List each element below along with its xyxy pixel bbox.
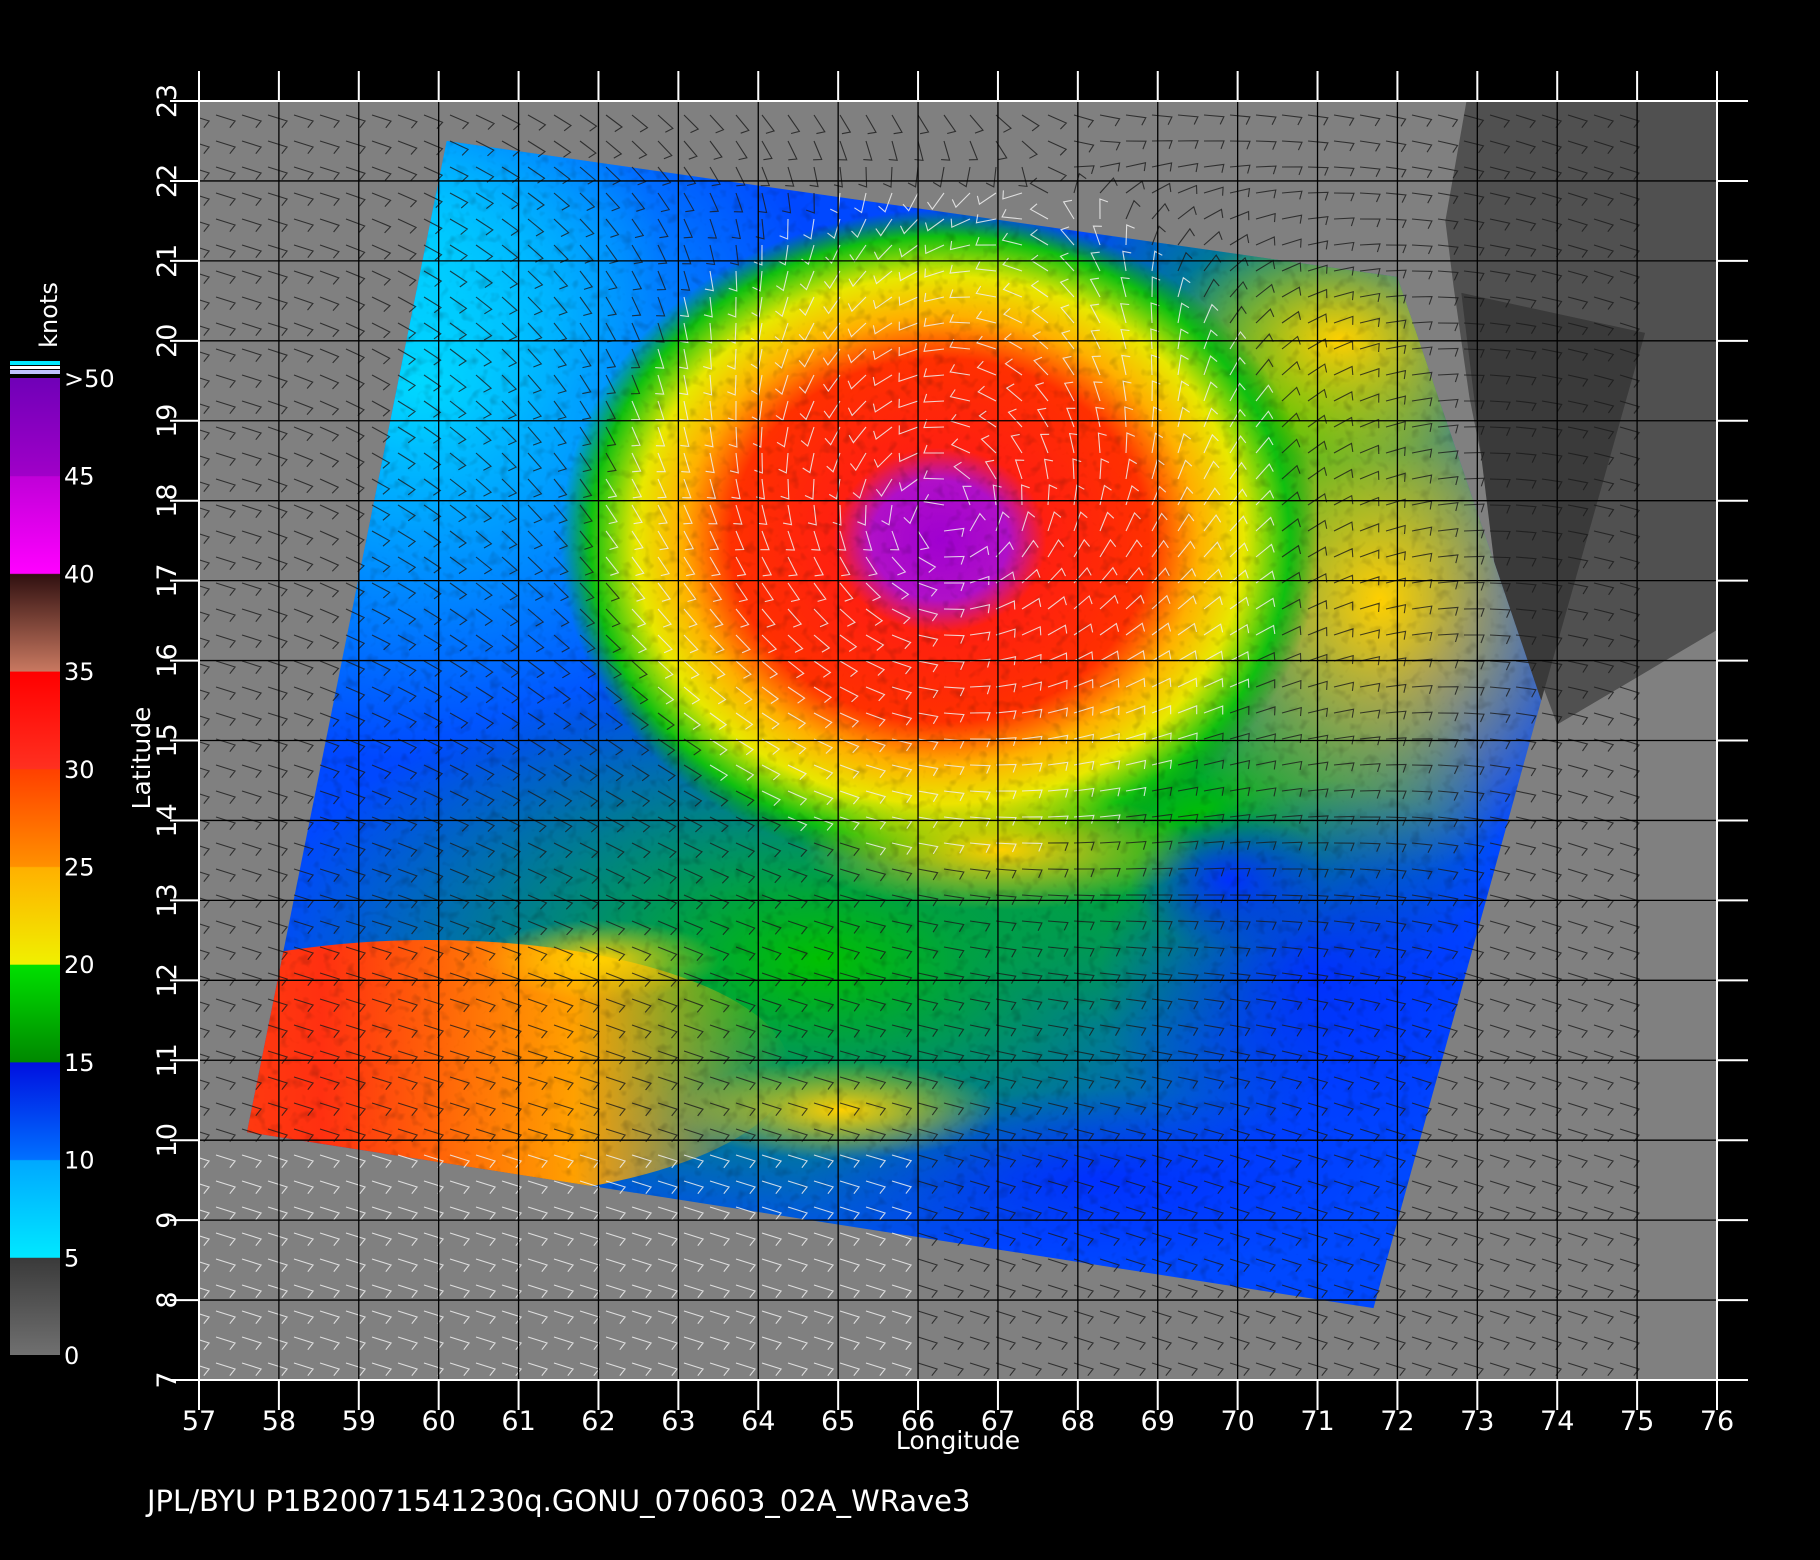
y-tick-label: 12 (152, 963, 183, 997)
x-tick-label: 61 (501, 1406, 535, 1437)
y-tick-label: 23 (152, 84, 183, 118)
y-axis-ticks: 7 8 9 10 11 12 13 14 15 16 17 18 19 20 21 22 23 (152, 84, 1748, 1389)
x-axis-title: Longitude (896, 1426, 1020, 1455)
x-axis-ticks: 57 58 59 60 61 62 63 64 65 66 67 68 69 70 71 72 73 74 75 76 (182, 71, 1734, 1437)
x-tick-label: 74 (1540, 1406, 1574, 1437)
x-tick-label: 76 (1700, 1406, 1734, 1437)
colorbar-tick-label: 40 (64, 560, 95, 588)
footer-caption: JPL/BYU P1B20071541230q.GONU_070603_02A_… (145, 1484, 970, 1518)
x-tick-label: 70 (1220, 1406, 1254, 1437)
colorbar-tick-label: 35 (64, 658, 95, 686)
colorbar: >50 45 40 35 30 25 20 15 10 5 0 knots (10, 282, 115, 1370)
x-tick-label: 66 (901, 1406, 935, 1437)
x-tick-label: 65 (821, 1406, 855, 1437)
colorbar-ramp (10, 378, 60, 1355)
x-tick-label: 67 (981, 1406, 1015, 1437)
x-tick-label: 57 (182, 1406, 216, 1437)
colorbar-tick-label: >50 (64, 365, 115, 393)
colorbar-tick-label: 25 (64, 854, 95, 882)
y-tick-label: 8 (152, 1291, 183, 1308)
x-tick-label: 71 (1300, 1406, 1334, 1437)
y-tick-label: 10 (152, 1123, 183, 1157)
y-tick-label: 15 (152, 723, 183, 757)
y-tick-label: 18 (152, 484, 183, 518)
x-tick-label: 62 (581, 1406, 615, 1437)
x-tick-label: 72 (1380, 1406, 1414, 1437)
y-tick-label: 21 (152, 244, 183, 278)
lat-lon-grid (199, 101, 1717, 1380)
colorbar-title: knots (35, 282, 63, 348)
x-tick-label: 68 (1061, 1406, 1095, 1437)
x-tick-label: 60 (422, 1406, 456, 1437)
x-tick-label: 58 (262, 1406, 296, 1437)
colorbar-tick-label: 30 (64, 756, 95, 784)
colorbar-tick-label: 5 (64, 1244, 79, 1272)
y-tick-label: 20 (152, 324, 183, 358)
y-tick-label: 14 (152, 803, 183, 837)
x-tick-label: 75 (1620, 1406, 1654, 1437)
x-tick-label: 64 (741, 1406, 775, 1437)
y-tick-label: 19 (152, 404, 183, 438)
x-tick-label: 59 (342, 1406, 376, 1437)
y-tick-label: 7 (152, 1371, 183, 1388)
y-tick-label: 22 (152, 164, 183, 198)
colorbar-top-stripes (10, 361, 60, 365)
y-axis-title: Latitude (127, 707, 156, 810)
x-tick-label: 69 (1141, 1406, 1175, 1437)
colorbar-tick-label: 10 (64, 1147, 95, 1175)
land-wedge (1461, 292, 1646, 701)
y-tick-label: 9 (152, 1212, 183, 1229)
x-tick-label: 63 (661, 1406, 695, 1437)
colorbar-tick-label: 20 (64, 951, 95, 979)
y-tick-label: 13 (152, 883, 183, 917)
colorbar-tick-label: 15 (64, 1049, 95, 1077)
colorbar-tick-label: 45 (64, 463, 95, 491)
x-tick-label: 73 (1460, 1406, 1494, 1437)
y-tick-label: 16 (152, 643, 183, 677)
y-tick-label: 17 (152, 563, 183, 597)
y-tick-label: 11 (152, 1043, 183, 1077)
colorbar-tick-label: 0 (64, 1342, 79, 1370)
